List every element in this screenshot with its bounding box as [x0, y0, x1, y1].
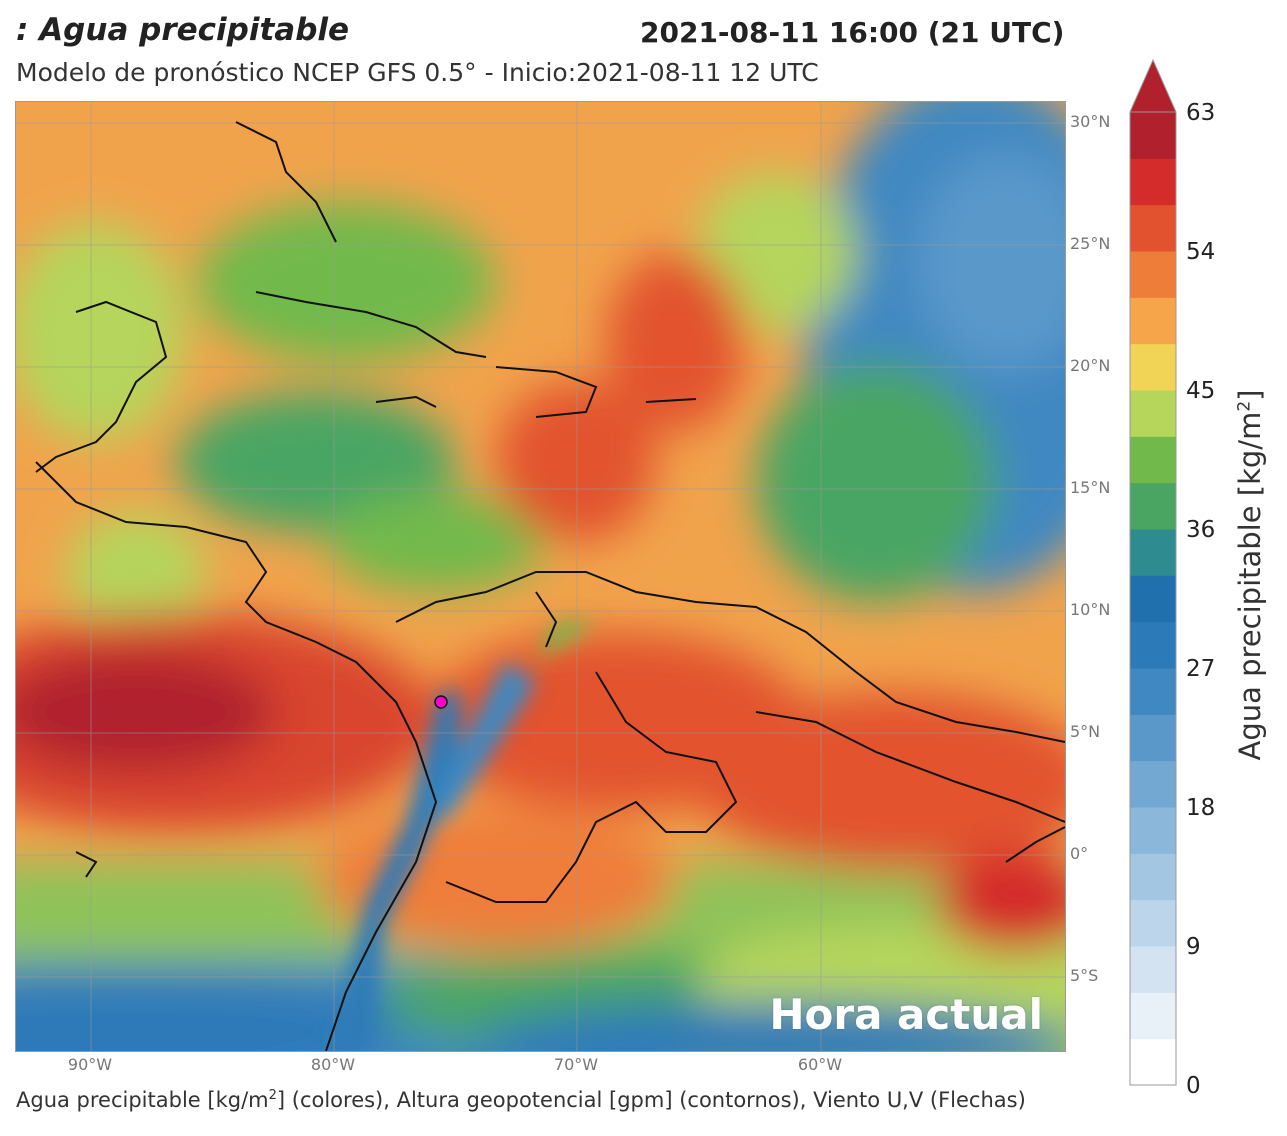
colorbar-title: Agua precipitable [kg/m2] — [1233, 389, 1267, 761]
precipitable-water-map — [15, 101, 1066, 1052]
colorbar-segment — [1130, 112, 1176, 159]
lat-label: 5°S — [1070, 966, 1099, 985]
colorbar-segment — [1130, 343, 1176, 391]
colorbar-segment — [1130, 899, 1176, 947]
colorbar-segment — [1130, 390, 1176, 437]
lon-label: 90°W — [67, 1055, 113, 1074]
coastlines — [35, 121, 1065, 1051]
colorbar-segment — [1130, 575, 1176, 623]
cuba-coast — [255, 291, 487, 358]
colorbar-segment — [1130, 992, 1176, 1040]
amazon-delta — [1005, 826, 1065, 863]
florida-coast — [235, 121, 337, 243]
colorbar-segment — [1130, 946, 1176, 993]
map-subtitle: Modelo de pronóstico NCEP GFS 0.5° - Ini… — [16, 58, 819, 87]
colorbar-segment — [1130, 158, 1176, 206]
colorbar-segment — [1130, 204, 1176, 252]
lon-label: 60°W — [797, 1055, 843, 1074]
colorbar-segment — [1130, 668, 1176, 715]
colorbar-segment — [1130, 251, 1176, 298]
colorbar-tick: 0 — [1186, 1073, 1201, 1099]
colorbar-tick: 36 — [1186, 517, 1216, 543]
lat-label: 10°N — [1070, 600, 1111, 619]
location-marker — [434, 695, 448, 709]
map-canvas — [16, 102, 1065, 1051]
lon-label: 80°W — [310, 1055, 356, 1074]
lat-label: 0° — [1070, 844, 1089, 863]
central-south-america-west-coast — [35, 461, 438, 1051]
colorbar-tick: 45 — [1186, 378, 1216, 404]
lat-label: 15°N — [1070, 478, 1111, 497]
colorbar — [1129, 58, 1177, 1086]
maracaibo-coast — [535, 591, 558, 648]
colorbar-border — [1129, 111, 1177, 1086]
colorbar-segment — [1130, 807, 1176, 854]
lat-label: 25°N — [1070, 234, 1111, 253]
venezuela-border — [445, 671, 738, 903]
jamaica-coast — [375, 395, 437, 408]
yucatan-coast — [35, 300, 168, 473]
valid-datetime: 2021-08-11 16:00 (21 UTC) — [640, 16, 1065, 49]
puerto-rico-coast — [645, 398, 697, 403]
colorbar-tick: 27 — [1186, 656, 1216, 682]
colorbar-segment — [1130, 529, 1176, 576]
footer-caption: Agua precipitable [kg/m2] (colores), Alt… — [16, 1088, 1026, 1112]
colorbar-segment — [1130, 760, 1176, 808]
colorbar-segment — [1130, 853, 1176, 901]
colorbar-segment — [1130, 621, 1176, 669]
galapagos-islands — [75, 851, 98, 878]
hispaniola-coast — [495, 366, 598, 418]
colorbar-segment — [1130, 1038, 1176, 1086]
guianas-border — [755, 711, 1065, 823]
lat-label: 5°N — [1070, 722, 1101, 741]
colorbar-tick: 18 — [1186, 795, 1216, 821]
colorbar-tick: 63 — [1186, 100, 1216, 126]
colorbar-segment — [1130, 482, 1176, 530]
graticule — [16, 102, 1065, 1051]
colorbar-segment — [1130, 297, 1176, 345]
colorbar-segment — [1130, 714, 1176, 762]
caribbean-south-coast — [395, 571, 1065, 743]
colorbar-extend-arrow — [1129, 58, 1177, 113]
map-title: : Agua precipitable — [16, 12, 350, 48]
lat-label: 20°N — [1070, 356, 1111, 375]
lon-label: 70°W — [553, 1055, 599, 1074]
colorbar-tick: 9 — [1186, 934, 1201, 960]
colorbar-segment — [1130, 436, 1176, 484]
current-time-label: Hora actual — [769, 990, 1043, 1039]
colorbar-tick: 54 — [1186, 239, 1216, 265]
lat-label: 30°N — [1070, 112, 1111, 131]
